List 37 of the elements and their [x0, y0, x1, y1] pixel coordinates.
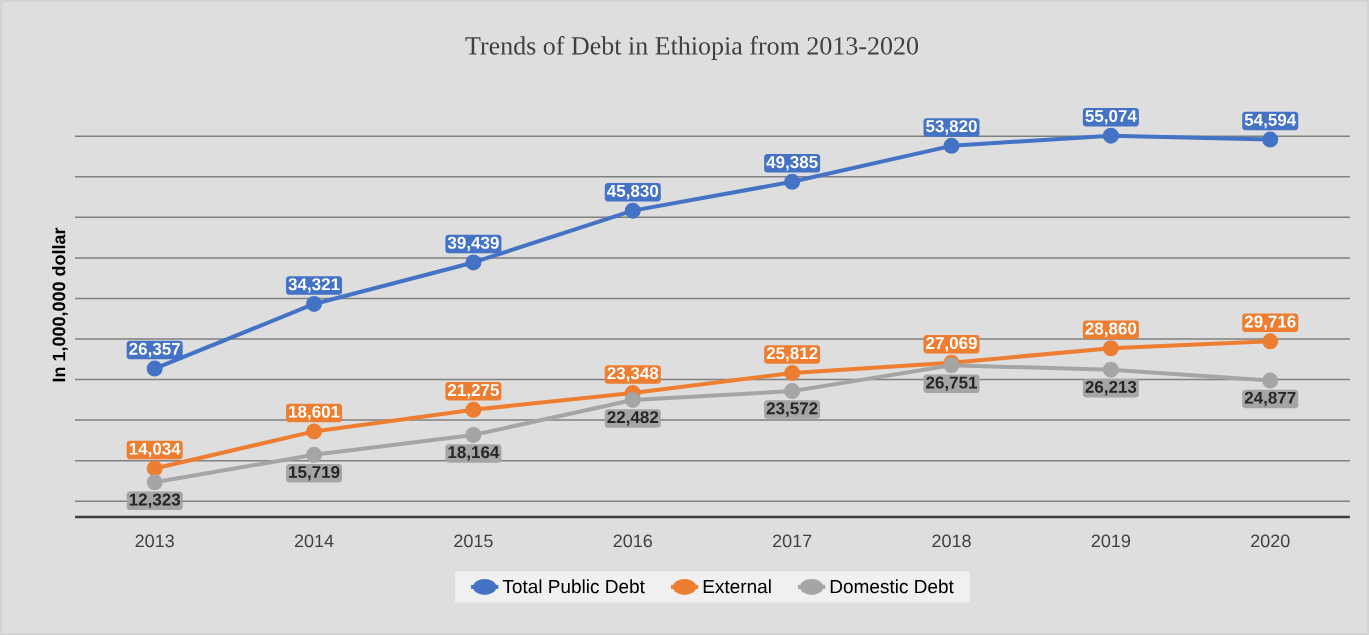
data-label: 26,213: [1085, 380, 1137, 396]
x-tick-label: 2018: [932, 534, 971, 548]
data-label: 55,074: [1085, 109, 1137, 125]
data-label: 53,820: [926, 120, 977, 135]
x-tick-label: 2020: [1251, 534, 1290, 548]
legend-label: Domestic Debt: [830, 579, 954, 594]
data-label: 39,439: [447, 236, 499, 252]
x-tick-label: 2017: [773, 534, 812, 548]
data-label: 21,275: [448, 384, 499, 399]
data-label: 18,601: [289, 405, 340, 421]
data-label: 26,357: [129, 342, 180, 358]
x-tick-label: 2014: [294, 534, 334, 548]
data-label: 54,594: [1244, 113, 1297, 129]
x-tick-label: 2015: [454, 534, 493, 548]
data-label: 14,034: [129, 442, 181, 458]
data-label: 18,164: [448, 446, 500, 461]
data-label: 24,877: [1244, 391, 1296, 407]
x-tick-label: 2013: [135, 534, 174, 548]
data-label: 26,751: [926, 376, 978, 392]
data-label: 28,860: [1085, 322, 1137, 338]
data-label: 34,321: [288, 278, 340, 293]
data-label: 27,069: [926, 337, 977, 352]
data-label: 29,716: [1244, 315, 1296, 331]
data-label: 22,482: [607, 411, 659, 426]
data-label: 23,572: [766, 402, 818, 417]
data-label: 25,812: [766, 347, 818, 362]
data-label: 49,385: [766, 156, 818, 171]
chart-title: Trends of Debt in Ethiopia from 2013-2020: [465, 36, 919, 60]
y-axis-title: In 1,000,000 dollar: [52, 227, 68, 382]
legend-label: Total Public Debt: [502, 579, 645, 594]
x-tick-label: 2016: [613, 534, 652, 548]
data-label: 12,323: [129, 493, 181, 509]
data-label: 15,719: [289, 465, 340, 481]
data-label: 23,348: [607, 367, 659, 382]
data-label: 45,830: [607, 184, 659, 200]
x-tick-label: 2019: [1091, 534, 1131, 548]
legend-label: External: [703, 579, 771, 594]
